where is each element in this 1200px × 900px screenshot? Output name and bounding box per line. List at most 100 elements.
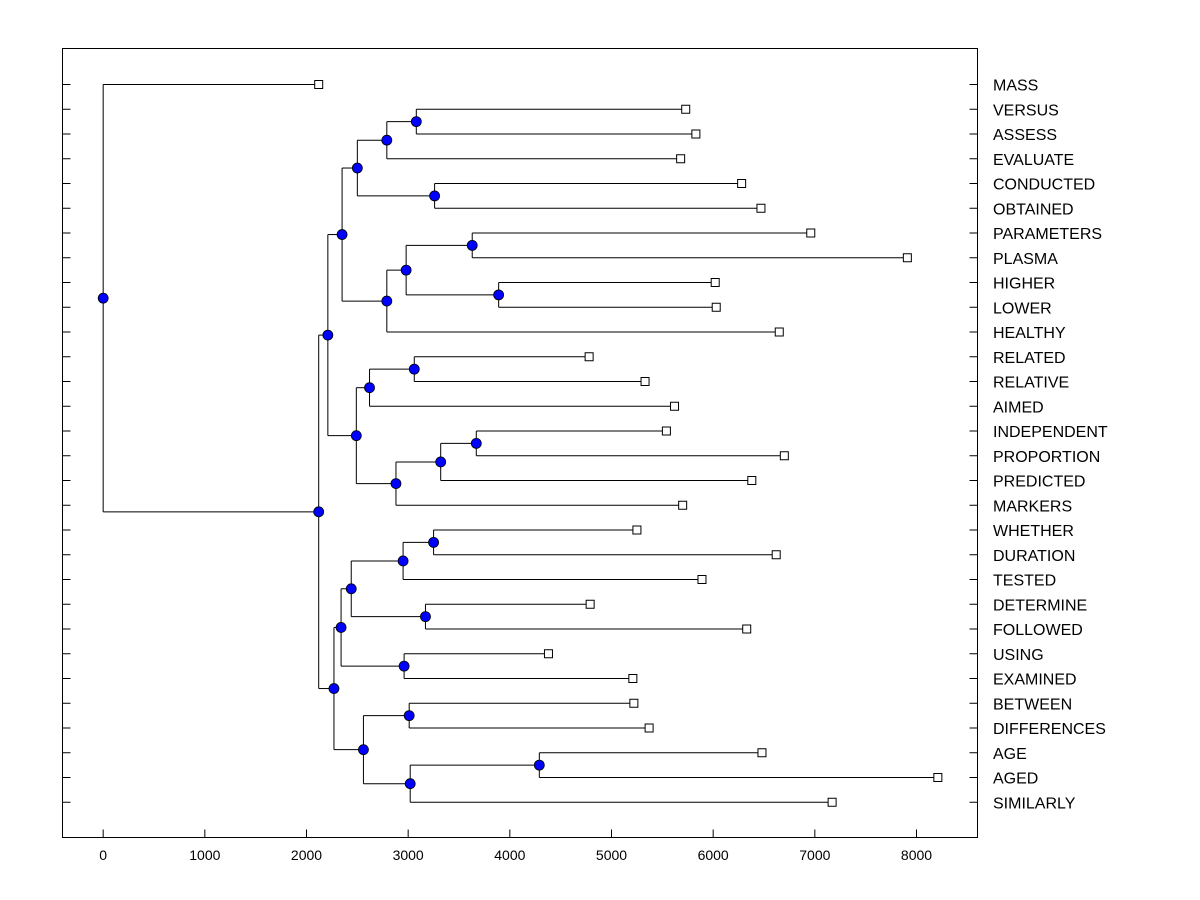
leaf-label-plasma: PLASMA — [993, 251, 1058, 268]
plot-frame — [62, 48, 978, 838]
leaf-label-versus: VERSUS — [993, 102, 1059, 119]
leaf-marker-proportion — [779, 451, 789, 461]
leaf-label-related: RELATED — [993, 350, 1066, 367]
leaf-marker-using — [543, 649, 553, 659]
leaf-marker-lower — [711, 302, 721, 312]
leaf-marker-assess — [691, 129, 701, 139]
merge-node-n24 — [533, 759, 545, 771]
x-axis: 0 1000 2000 3000 4000 5000 6000 7000 8000 — [99, 829, 932, 863]
leaf-label-aged: AGED — [993, 771, 1038, 788]
merge-node-n20 — [345, 583, 357, 595]
leaf-label-differences: DIFFERENCES — [993, 721, 1106, 738]
leaf-marker-conducted — [737, 179, 747, 188]
leaf-label-similarly: SIMILARLY — [993, 795, 1076, 812]
leaf-marker-parameters — [806, 228, 816, 238]
merge-node-n6 — [466, 239, 478, 251]
leaf-label-obtained: OBTAINED — [993, 201, 1074, 218]
merge-node-n12 — [470, 437, 482, 449]
leaf-marker-independent — [661, 426, 671, 436]
leaf-marker-duration — [771, 550, 781, 560]
merge-node-n26 — [358, 744, 369, 756]
leaf-marker-predicted — [747, 476, 757, 485]
leaf-label-relative: RELATIVE — [993, 375, 1069, 392]
leaf-marker-determine — [585, 599, 595, 609]
leaf-label-evaluate: EVALUATE — [993, 152, 1074, 169]
merge-node-n11 — [364, 382, 375, 394]
merge-node-n19 — [420, 611, 431, 623]
leaf-marker-healthy — [774, 327, 784, 337]
merge-node-n1 — [410, 116, 422, 128]
merge-node-n14 — [390, 478, 402, 489]
merge-node-n3 — [429, 190, 441, 202]
x-tick-label: 6000 — [698, 847, 729, 863]
leaf-marker-versus — [681, 104, 691, 114]
leaf-marker-tested — [697, 575, 707, 584]
leaf-label-using: USING — [993, 647, 1044, 664]
merge-node-n2 — [381, 134, 393, 146]
leaf-tick-marks — [62, 84, 978, 803]
x-tick-label: 8000 — [901, 847, 932, 863]
leaf-label-conducted: CONDUCTED — [993, 177, 1095, 194]
leaf-label-followed: FOLLOWED — [993, 622, 1083, 639]
merge-node-n16 — [322, 329, 334, 341]
merge-node-n23 — [403, 710, 415, 722]
leaf-label-mass: MASS — [993, 78, 1038, 95]
leaf-marker-similarly — [827, 797, 837, 807]
leaf-marker-relative — [640, 377, 650, 386]
leaf-label-determine: DETERMINE — [993, 597, 1087, 614]
merge-node-n10 — [408, 363, 420, 375]
leaf-label-parameters: PARAMETERS — [993, 226, 1102, 243]
leaf-labels: MASS VERSUS ASSESS EVALUATE CONDUCTED OBTAINE… — [993, 78, 1108, 813]
leaf-marker-followed — [742, 624, 752, 634]
leaf-marker-aged — [933, 773, 943, 782]
merge-node-n5 — [493, 289, 505, 301]
leaf-label-predicted: PREDICTED — [993, 474, 1085, 491]
leaf-marker-age — [757, 748, 767, 758]
merge-node-n15 — [350, 430, 362, 442]
merge-node-n27 — [328, 683, 340, 694]
leaf-label-duration: DURATION — [993, 548, 1075, 565]
leaf-marker-higher — [710, 278, 720, 287]
leaf-marker-between — [629, 698, 639, 708]
leaf-label-markers: MARKERS — [993, 498, 1072, 515]
leaf-label-whether: WHETHER — [993, 523, 1074, 540]
merge-node-n22 — [335, 622, 347, 633]
leaf-label-healthy: HEALTHY — [993, 325, 1066, 342]
leaf-marker-plasma — [902, 253, 912, 263]
node-markers — [97, 116, 545, 790]
leaf-marker-differences — [644, 723, 654, 733]
merge-node-n9 — [336, 229, 348, 240]
leaf-label-examined: EXAMINED — [993, 672, 1077, 689]
x-tick-label: 4000 — [494, 847, 525, 863]
merge-node-n17 — [428, 536, 439, 548]
leaf-marker-examined — [628, 674, 638, 683]
merge-node-n29 — [97, 292, 109, 304]
leaf-marker-aimed — [670, 401, 680, 411]
merge-node-n8 — [381, 295, 393, 307]
x-tick-label: 1000 — [189, 847, 220, 863]
leaf-marker-evaluate — [676, 154, 686, 164]
x-tick-label: 5000 — [596, 847, 627, 863]
leaf-marker-whether — [632, 525, 642, 535]
leaf-label-higher: HIGHER — [993, 276, 1055, 293]
leaf-marker-markers — [678, 500, 688, 510]
merge-node-n28 — [313, 506, 325, 518]
leaf-label-proportion: PROPORTION — [993, 449, 1100, 466]
leaf-label-tested: TESTED — [993, 573, 1056, 590]
leaf-label-between: BETWEEN — [993, 696, 1072, 713]
merge-node-n18 — [397, 555, 409, 567]
merge-node-n13 — [435, 456, 447, 468]
leaf-marker-related — [584, 352, 594, 362]
leaf-marker-mass — [314, 80, 324, 89]
merge-node-n4 — [351, 162, 363, 174]
leaf-label-age: AGE — [993, 746, 1027, 763]
leaf-label-aimed: AIMED — [993, 399, 1044, 416]
merge-node-n7 — [400, 264, 412, 276]
leaf-label-assess: ASSESS — [993, 127, 1057, 144]
leaf-marker-obtained — [756, 203, 766, 213]
leaf-markers — [314, 80, 943, 807]
x-tick-label: 0 — [99, 847, 107, 863]
merge-node-n21 — [398, 660, 410, 672]
x-tick-label: 7000 — [799, 847, 830, 863]
